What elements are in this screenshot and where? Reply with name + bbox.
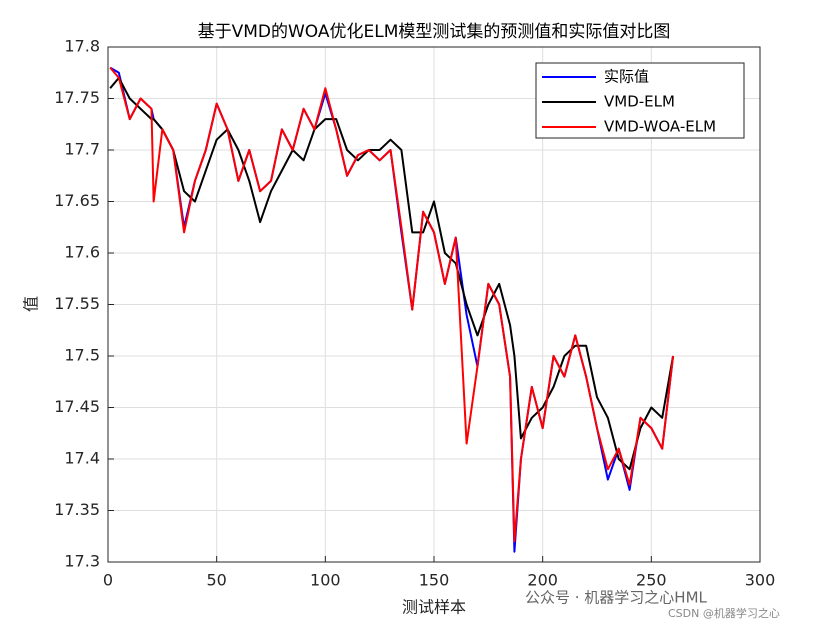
y-tick-label: 17.7 bbox=[64, 140, 100, 159]
x-axis-label: 测试样本 bbox=[402, 598, 466, 617]
series-line bbox=[109, 76, 675, 471]
legend-label: VMD-ELM bbox=[604, 93, 675, 111]
x-tick-label: 300 bbox=[745, 571, 776, 590]
legend-box bbox=[535, 62, 745, 139]
legend: 实际值 VMD-ELM VMD-WOA-ELM bbox=[535, 62, 745, 139]
series-line bbox=[109, 66, 675, 543]
x-tick-label: 50 bbox=[206, 571, 226, 590]
y-tick-label: 17.35 bbox=[54, 500, 100, 519]
legend-label: 实际值 bbox=[604, 68, 649, 86]
y-tick-label: 17.45 bbox=[54, 397, 100, 416]
watermark: 公众号 · 机器学习之心HML bbox=[525, 589, 708, 607]
y-tick-label: 17.8 bbox=[64, 37, 100, 56]
y-tick-label: 17.65 bbox=[54, 191, 100, 210]
y-tick-label: 17.55 bbox=[54, 294, 100, 313]
legend-label: VMD-WOA-ELM bbox=[604, 118, 716, 136]
y-tick-label: 17.4 bbox=[64, 449, 100, 468]
y-tick-label: 17.6 bbox=[64, 243, 100, 262]
lines bbox=[109, 66, 675, 553]
axes-box bbox=[107, 46, 761, 563]
x-tick-label: 150 bbox=[419, 571, 450, 590]
y-tick-label: 17.75 bbox=[54, 88, 100, 107]
x-tick-label: 0 bbox=[103, 571, 113, 590]
x-tick-label: 250 bbox=[636, 571, 667, 590]
x-tick-label: 100 bbox=[310, 571, 341, 590]
y-tick-label: 17.5 bbox=[64, 346, 100, 365]
y-axis-label: 值 bbox=[22, 296, 41, 312]
y-tick-label: 17.3 bbox=[64, 552, 100, 571]
chart-title: 基于VMD的WOA优化ELM模型测试集的预测值和实际值对比图 bbox=[198, 22, 671, 42]
x-tick-label: 200 bbox=[527, 571, 558, 590]
watermark: CSDN @机器学习之心 bbox=[668, 606, 780, 620]
